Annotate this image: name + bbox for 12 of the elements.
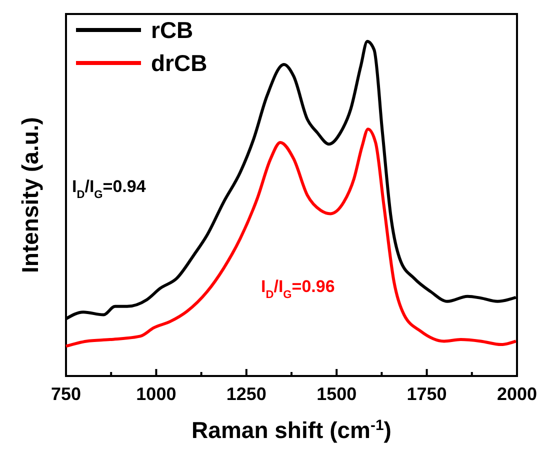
x-tick-label: 2000 — [496, 384, 538, 404]
x-tick-label: 1250 — [226, 384, 266, 404]
x-tick-label: 750 — [50, 384, 82, 404]
legend-label: drCB — [151, 50, 208, 76]
y-axis-title: Intensity (a.u.) — [17, 117, 43, 273]
x-tick-label: 1750 — [406, 384, 447, 404]
annotation: I$_{D}$/I$_{G}$=0.94 — [72, 177, 146, 201]
x-axis-title: Raman shift (cm$^{-1}$) — [192, 416, 392, 443]
annotation: I$_{D}$/I$_{G}$=0.96 — [261, 277, 335, 301]
x-tick-label: 1500 — [316, 384, 357, 404]
legend-label: rCB — [151, 17, 194, 43]
x-tick-label: 1000 — [136, 384, 176, 404]
